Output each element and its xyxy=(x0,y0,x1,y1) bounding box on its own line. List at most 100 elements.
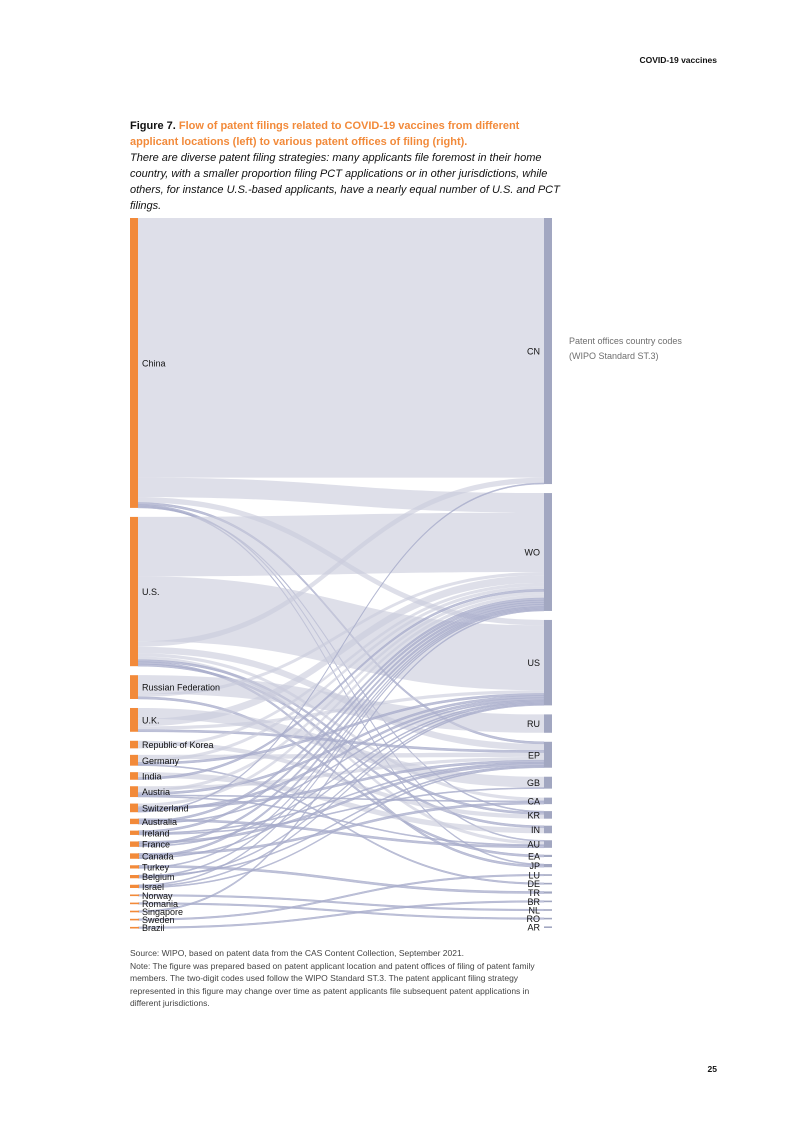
target-node-in xyxy=(544,825,552,834)
target-node-ca xyxy=(544,797,552,805)
footnote-note: Note: The figure was prepared based on p… xyxy=(130,960,535,1009)
source-node-turkey xyxy=(130,865,139,869)
flow-israel-to-ep xyxy=(137,766,545,889)
target-label-de: DE xyxy=(527,879,540,889)
source-node-australia xyxy=(130,818,139,825)
source-label-russian-federation: Russian Federation xyxy=(142,683,220,693)
flow-austria-to-wo xyxy=(138,591,544,793)
flow-china-to-cn xyxy=(138,218,544,478)
target-label-ep: EP xyxy=(528,750,540,760)
legend-line-1: Patent offices country codes xyxy=(569,336,682,346)
source-label-singapore: Singapore xyxy=(142,907,183,917)
source-label-u-k: U.K. xyxy=(142,715,160,725)
target-node-ep xyxy=(544,741,552,768)
source-node-u-k xyxy=(130,707,138,732)
section-header: COVID-19 vaccines xyxy=(639,55,717,65)
target-node-ru xyxy=(544,714,552,733)
source-node-norway xyxy=(130,894,139,897)
source-node-canada xyxy=(130,853,139,859)
target-label-ru: RU xyxy=(527,719,540,729)
source-label-france: France xyxy=(142,840,170,850)
source-node-ireland xyxy=(130,830,139,835)
flow-group xyxy=(137,218,545,929)
source-label-austria: Austria xyxy=(142,787,170,797)
flow-u-k-to-wo xyxy=(138,575,544,727)
flow-u-s-to-cn xyxy=(138,477,544,647)
flow-switzerland-to-wo xyxy=(138,594,544,807)
source-node-belgium xyxy=(130,875,139,879)
source-label-canada: Canada xyxy=(142,852,174,862)
target-label-cn: CN xyxy=(527,347,540,357)
footnote: Source: WIPO, based on patent data from … xyxy=(130,947,550,1010)
target-label-lu: LU xyxy=(528,871,540,881)
figure-description: There are diverse patent filing strategi… xyxy=(130,152,560,212)
target-node-ro xyxy=(544,917,552,920)
source-label-republic-of-korea: Republic of Korea xyxy=(142,740,214,750)
flow-sweden-to-lu xyxy=(137,873,545,921)
target-label-kr: KR xyxy=(527,810,540,820)
target-node-gb xyxy=(544,776,552,789)
source-node-brazil xyxy=(130,926,139,929)
source-label-u-s: U.S. xyxy=(142,587,160,597)
source-node-germany xyxy=(130,754,138,766)
source-node-switzerland xyxy=(130,803,138,813)
source-label-germany: Germany xyxy=(142,756,180,766)
target-node-au xyxy=(544,840,552,848)
flow-republic-of-korea-to-wo xyxy=(138,582,544,749)
target-node-lu xyxy=(544,874,552,876)
source-label-brazil: Brazil xyxy=(142,923,165,933)
target-label-jp: JP xyxy=(529,861,540,871)
target-node-cn xyxy=(544,218,552,485)
legend-note: Patent offices country codes (WIPO Stand… xyxy=(569,334,719,364)
source-node-sweden xyxy=(130,918,139,921)
source-label-israel: Israel xyxy=(142,882,164,892)
flow-u-s-to-wo xyxy=(138,512,544,577)
target-label-nl: NL xyxy=(528,906,540,916)
target-label-au: AU xyxy=(527,840,540,850)
target-label-ar: AR xyxy=(527,923,540,933)
source-node-singapore xyxy=(130,910,139,913)
flow-russian-federation-to-wo xyxy=(138,572,544,697)
target-label-tr: TR xyxy=(528,888,540,898)
source-label-romania: Romania xyxy=(142,899,178,909)
source-node-india xyxy=(130,772,138,780)
target-label-in: IN xyxy=(531,825,540,835)
source-label-ireland: Ireland xyxy=(142,828,170,838)
source-label-sweden: Sweden xyxy=(142,915,175,925)
target-node-us xyxy=(544,619,552,706)
source-node-russian-federation xyxy=(130,675,138,699)
page-number: 25 xyxy=(707,1064,717,1074)
target-label-ea: EA xyxy=(528,851,540,861)
source-node-republic-of-korea xyxy=(130,740,138,749)
source-node-israel xyxy=(130,884,139,888)
figure-title: Flow of patent filings related to COVID-… xyxy=(130,120,520,148)
source-label-australia: Australia xyxy=(142,817,177,827)
legend-line-2: (WIPO Standard ST.3) xyxy=(569,351,659,361)
source-node-france xyxy=(130,841,139,847)
flow-china-to-wo xyxy=(138,477,544,513)
target-node-br xyxy=(544,900,552,903)
target-node-wo xyxy=(544,493,552,611)
footnote-source: Source: WIPO, based on patent data from … xyxy=(130,948,465,958)
source-label-belgium: Belgium xyxy=(142,872,175,882)
flow-germany-to-wo xyxy=(138,586,544,763)
source-label-china: China xyxy=(142,358,166,368)
source-label-switzerland: Switzerland xyxy=(142,803,189,813)
flow-russian-federation-to-ru xyxy=(138,675,544,733)
target-node-ar xyxy=(544,926,552,928)
target-label-ro: RO xyxy=(527,914,541,924)
target-node-de xyxy=(544,882,552,885)
figure-number: Figure 7. xyxy=(130,120,176,132)
target-label-us: US xyxy=(527,658,540,668)
target-node-nl xyxy=(544,909,552,911)
source-node-romania xyxy=(130,902,139,905)
target-label-wo: WO xyxy=(525,548,541,558)
flow-brazil-to-br xyxy=(137,900,545,929)
source-label-norway: Norway xyxy=(142,891,173,901)
source-node-china xyxy=(130,218,138,508)
source-node-austria xyxy=(130,786,138,798)
source-node-u-s xyxy=(130,516,138,667)
figure-caption: Figure 7. Flow of patent filings related… xyxy=(130,118,570,214)
target-label-br: BR xyxy=(527,897,540,907)
